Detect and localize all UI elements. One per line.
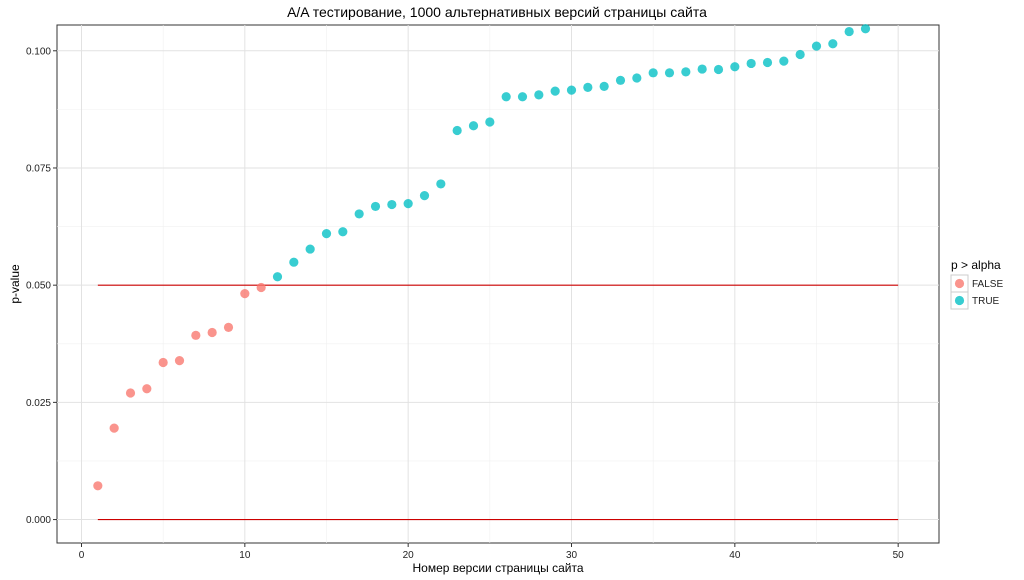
data-point-true <box>468 121 479 131</box>
legend-swatch <box>954 295 965 306</box>
data-point-false <box>125 388 136 398</box>
data-point-true <box>795 49 805 60</box>
data-point-false <box>174 356 185 366</box>
data-point-true <box>599 81 609 92</box>
data-point-true <box>615 75 626 85</box>
data-point-true <box>648 68 658 78</box>
legend-label: FALSE <box>972 279 1003 290</box>
chart-title: A/A тестирование, 1000 альтернативных ве… <box>287 4 707 20</box>
data-point-true <box>452 125 462 136</box>
data-point-true <box>566 85 577 95</box>
data-point-false <box>223 322 234 332</box>
data-point-true <box>321 229 332 239</box>
y-tick-label: 0.100 <box>26 46 51 57</box>
data-point-true <box>746 58 756 69</box>
data-point-false <box>93 481 103 491</box>
y-tick-label: 0.000 <box>26 515 51 526</box>
legend: p > alpha FALSE TRUE <box>950 258 1003 310</box>
data-point-true <box>485 117 495 127</box>
data-point-true <box>436 179 446 189</box>
data-point-true <box>664 68 675 78</box>
data-point-true <box>632 73 642 83</box>
y-tick-label: 0.075 <box>26 163 51 174</box>
x-tick-label: 0 <box>79 550 85 561</box>
legend-title: p > alpha <box>951 258 1001 272</box>
y-tick-label: 0.050 <box>26 281 51 292</box>
data-point-true <box>419 191 430 201</box>
data-point-true <box>272 272 283 282</box>
data-point-false <box>240 289 250 299</box>
data-point-true <box>403 199 413 209</box>
data-point-true <box>534 90 544 100</box>
data-point-true <box>828 39 838 49</box>
data-point-true <box>550 86 560 96</box>
data-point-true <box>730 62 740 72</box>
data-point-false <box>256 282 266 293</box>
data-point-true <box>354 209 364 219</box>
data-point-true <box>697 64 707 74</box>
y-tick-label: 0.025 <box>26 398 51 409</box>
x-axis-title: Номер версии страницы сайта <box>412 561 583 575</box>
plot-panel <box>56 24 940 544</box>
data-point-true <box>811 41 822 51</box>
x-axis-ticks: 0 10 20 30 40 50 <box>79 543 904 561</box>
data-point-true <box>762 57 773 68</box>
data-point-true <box>289 257 299 267</box>
data-point-true <box>387 199 397 210</box>
data-point-true <box>338 227 348 237</box>
data-point-true <box>779 56 789 66</box>
data-point-false <box>207 327 217 338</box>
data-point-true <box>860 24 871 34</box>
data-point-false <box>158 357 168 368</box>
x-tick-label: 50 <box>893 550 905 561</box>
data-point-true <box>517 92 528 102</box>
x-tick-label: 40 <box>729 550 741 561</box>
data-point-true <box>370 201 381 212</box>
y-axis-ticks: 0.000 0.025 0.050 0.075 0.100 <box>26 46 57 526</box>
data-point-true <box>713 64 724 75</box>
data-point-false <box>109 423 119 433</box>
x-tick-label: 20 <box>403 550 415 561</box>
legend-swatch <box>954 278 965 289</box>
data-point-false <box>191 330 201 340</box>
data-points <box>93 24 871 491</box>
legend-label: TRUE <box>972 296 1000 307</box>
x-tick-label: 30 <box>566 550 578 561</box>
data-point-true <box>583 82 593 92</box>
data-point-true <box>681 67 691 77</box>
data-point-false <box>142 384 152 394</box>
data-point-true <box>501 92 511 102</box>
reference-lines <box>97 284 899 521</box>
x-tick-label: 10 <box>239 550 251 561</box>
y-axis-title: p-value <box>8 264 22 304</box>
data-point-true <box>844 26 854 37</box>
data-point-true <box>305 244 315 254</box>
